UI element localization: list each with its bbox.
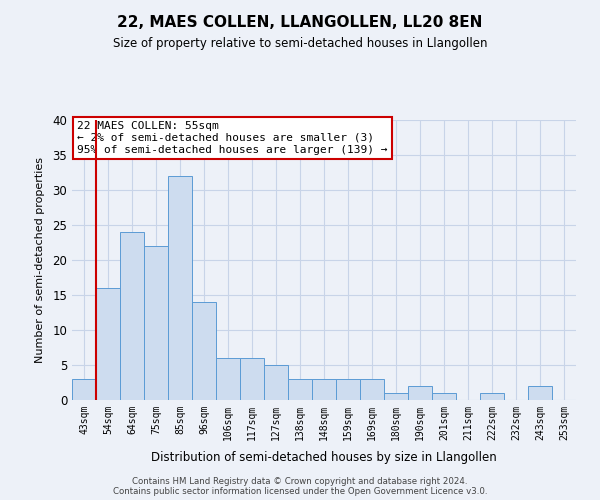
Bar bbox=[120, 232, 144, 400]
Bar bbox=[288, 379, 312, 400]
Bar bbox=[72, 379, 96, 400]
Bar bbox=[96, 288, 120, 400]
Text: 22, MAES COLLEN, LLANGOLLEN, LL20 8EN: 22, MAES COLLEN, LLANGOLLEN, LL20 8EN bbox=[118, 15, 482, 30]
Bar bbox=[432, 393, 456, 400]
Y-axis label: Number of semi-detached properties: Number of semi-detached properties bbox=[35, 157, 46, 363]
Text: Size of property relative to semi-detached houses in Llangollen: Size of property relative to semi-detach… bbox=[113, 38, 487, 51]
Bar bbox=[384, 393, 408, 400]
Text: Contains public sector information licensed under the Open Government Licence v3: Contains public sector information licen… bbox=[113, 486, 487, 496]
Bar bbox=[240, 358, 264, 400]
Bar bbox=[264, 365, 288, 400]
Bar bbox=[360, 379, 384, 400]
Bar bbox=[480, 393, 504, 400]
Bar bbox=[408, 386, 432, 400]
Text: Contains HM Land Registry data © Crown copyright and database right 2024.: Contains HM Land Registry data © Crown c… bbox=[132, 476, 468, 486]
Text: Distribution of semi-detached houses by size in Llangollen: Distribution of semi-detached houses by … bbox=[151, 451, 497, 464]
Bar bbox=[192, 302, 216, 400]
Bar bbox=[168, 176, 192, 400]
Bar bbox=[144, 246, 168, 400]
Bar bbox=[336, 379, 360, 400]
Bar bbox=[312, 379, 336, 400]
Bar bbox=[528, 386, 552, 400]
Text: 22 MAES COLLEN: 55sqm
← 2% of semi-detached houses are smaller (3)
95% of semi-d: 22 MAES COLLEN: 55sqm ← 2% of semi-detac… bbox=[77, 122, 388, 154]
Bar bbox=[216, 358, 240, 400]
